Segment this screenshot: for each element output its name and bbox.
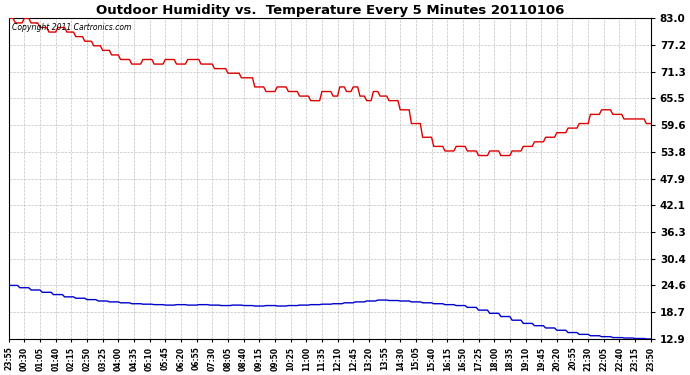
Text: Copyright 2011 Cartronics.com: Copyright 2011 Cartronics.com [12, 23, 131, 32]
Title: Outdoor Humidity vs.  Temperature Every 5 Minutes 20110106: Outdoor Humidity vs. Temperature Every 5… [95, 4, 564, 17]
